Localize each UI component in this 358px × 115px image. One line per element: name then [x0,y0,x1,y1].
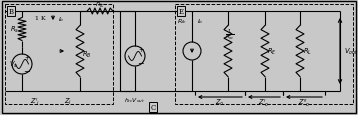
Text: $h_{ic}$: $h_{ic}$ [95,0,105,10]
Text: B: B [9,8,14,16]
Text: +: + [24,54,30,61]
Text: −: − [137,59,144,67]
Text: $Z''_o$: $Z''_o$ [298,97,310,108]
Text: $I_b$: $I_b$ [197,17,203,26]
Text: $h_{rc}V_{out}$: $h_{rc}V_{out}$ [125,96,146,105]
Text: $\frac{1}{h_{oc}}$: $\frac{1}{h_{oc}}$ [225,27,235,42]
Text: $R_s$: $R_s$ [10,25,19,35]
Text: E: E [179,8,184,16]
Text: $R_L$: $R_L$ [303,46,311,57]
Text: $R_E$: $R_E$ [267,46,277,57]
Text: −: − [24,67,30,75]
Text: $R_{fc}$: $R_{fc}$ [177,17,187,26]
Text: $I_b$: $I_b$ [58,15,64,24]
Text: $Z'_i$: $Z'_i$ [30,96,40,107]
Text: $Z_i$: $Z_i$ [64,96,72,106]
Text: +: + [138,46,144,54]
Text: $R_B$: $R_B$ [82,49,92,60]
Bar [5,5,113,104]
Text: $Z'_o$: $Z'_o$ [258,97,270,108]
Text: C: C [150,103,156,111]
Text: $V_{out}$: $V_{out}$ [344,46,358,57]
Text: 1 K: 1 K [35,15,45,20]
Text: $Z_o$: $Z_o$ [216,97,225,107]
Text: $V_s$: $V_s$ [9,59,18,69]
Bar [175,5,353,104]
